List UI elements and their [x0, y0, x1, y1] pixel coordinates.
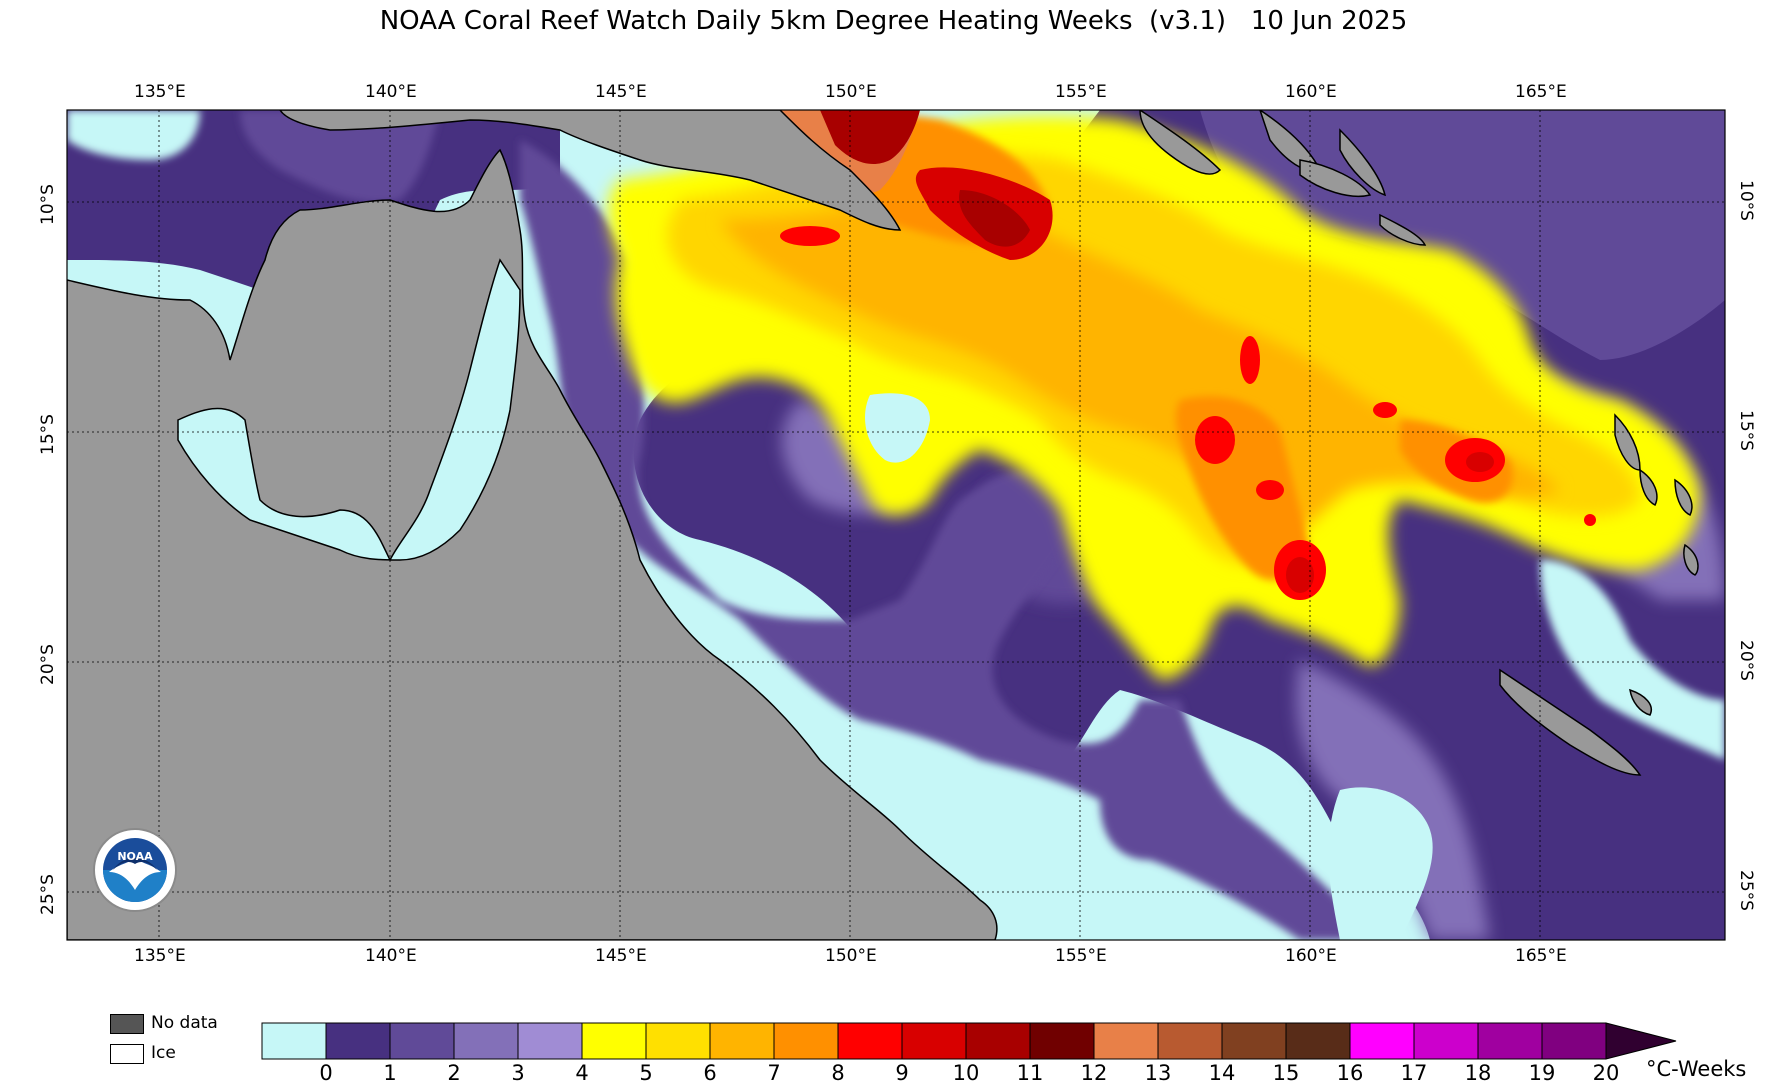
dhw-zero-pocket-south: [1328, 787, 1433, 940]
noaa-logo-icon: NOAA: [93, 828, 177, 912]
colorbar-segment: [1093, 1022, 1159, 1060]
lon-tick-bottom: 165°E: [1515, 946, 1567, 966]
colorbar-segment: [837, 1022, 903, 1060]
colorbar-segment: [965, 1022, 1031, 1060]
colorbar-segment: [1157, 1022, 1223, 1060]
map-title: NOAA Coral Reef Watch Daily 5km Degree H…: [379, 6, 1408, 36]
dhw-red-hotspots: [770, 110, 1596, 600]
colorbar-tick-label: 11: [1016, 1061, 1044, 1085]
colorbar-extend-arrow: [1605, 1022, 1677, 1060]
map-frame: [66, 109, 1726, 941]
dhw-zero-pocket-east: [1540, 560, 1725, 760]
colorbar-segment: [773, 1022, 839, 1060]
lon-tick-bottom: 140°E: [365, 946, 417, 966]
colorbar-tick-label: 12: [1080, 1061, 1108, 1085]
lat-tick-right: 25°S: [1736, 870, 1756, 911]
lon-tick-top: 165°E: [1515, 82, 1567, 102]
colorbar-segment: [709, 1022, 775, 1060]
colorbar-tick-label: 2: [447, 1061, 461, 1085]
colorbar-tick-label: 13: [1144, 1061, 1172, 1085]
colorbar-tick-label: 4: [575, 1061, 589, 1085]
lon-tick-bottom: 135°E: [134, 946, 186, 966]
colorbar-segment: [1029, 1022, 1095, 1060]
lon-tick-top: 160°E: [1285, 82, 1337, 102]
lon-tick-bottom: 155°E: [1055, 946, 1107, 966]
colorbar-segment: [453, 1022, 519, 1060]
dhw-colorbar: [261, 1022, 1677, 1060]
colorbar-tick-label: 9: [895, 1061, 909, 1085]
colorbar-segment: [517, 1022, 583, 1060]
colorbar-segment: [389, 1022, 455, 1060]
lat-tick-right: 15°S: [1736, 410, 1756, 451]
colorbar-units: °C-Weeks: [1646, 1057, 1747, 1081]
colorbar-segment: [261, 1022, 327, 1060]
colorbar-tick-label: 5: [639, 1061, 653, 1085]
colorbar-tick-label: 1: [383, 1061, 397, 1085]
colorbar-tick-label: 20: [1592, 1061, 1620, 1085]
lon-tick-top: 135°E: [134, 82, 186, 102]
lat-tick-left: 25°S: [38, 874, 58, 915]
colorbar-tick-label: 6: [703, 1061, 717, 1085]
lon-tick-bottom: 160°E: [1285, 946, 1337, 966]
lon-tick-bottom: 145°E: [595, 946, 647, 966]
no-data-swatch: [110, 1014, 144, 1034]
colorbar-tick-label: 3: [511, 1061, 525, 1085]
colorbar-tick-label: 18: [1464, 1061, 1492, 1085]
lat-tick-left: 20°S: [38, 644, 58, 685]
colorbar-tick-label: 8: [831, 1061, 845, 1085]
ice-swatch: [110, 1044, 144, 1064]
colorbar-tick-label: 19: [1528, 1061, 1556, 1085]
lat-tick-left: 15°S: [38, 414, 58, 455]
colorbar-tick-label: 14: [1208, 1061, 1236, 1085]
colorbar-tick-label: 17: [1400, 1061, 1428, 1085]
colorbar-tick-label: 0: [319, 1061, 333, 1085]
lon-tick-top: 140°E: [365, 82, 417, 102]
graticule: [67, 110, 1725, 940]
lon-tick-top: 150°E: [825, 82, 877, 102]
lat-tick-left: 10°S: [38, 184, 58, 225]
colorbar-tick-label: 10: [952, 1061, 980, 1085]
colorbar-segment: [1221, 1022, 1287, 1060]
lat-tick-right: 10°S: [1736, 180, 1756, 221]
lat-tick-right: 20°S: [1736, 640, 1756, 681]
ice-label: Ice: [151, 1043, 176, 1063]
dhw-coastal-band: [520, 140, 1380, 940]
lon-tick-top: 145°E: [595, 82, 647, 102]
land: [67, 110, 1699, 940]
colorbar-segment: [1477, 1022, 1543, 1060]
colorbar-tick-label: 7: [767, 1061, 781, 1085]
no-data-label: No data: [151, 1013, 218, 1033]
colorbar-tick-label: 16: [1336, 1061, 1364, 1085]
noaa-logo-text: NOAA: [117, 850, 153, 863]
colorbar-segment: [645, 1022, 711, 1060]
colorbar-segment: [325, 1022, 391, 1060]
lon-tick-bottom: 150°E: [825, 946, 877, 966]
colorbar-segment: [1285, 1022, 1351, 1060]
lon-tick-top: 155°E: [1055, 82, 1107, 102]
colorbar-segment: [901, 1022, 967, 1060]
colorbar-segment: [1349, 1022, 1415, 1060]
colorbar-segment: [581, 1022, 647, 1060]
dhw-zero-pocket: [865, 393, 930, 463]
colorbar-segment: [1541, 1022, 1607, 1060]
colorbar-segment: [1413, 1022, 1479, 1060]
colorbar-tick-label: 15: [1272, 1061, 1300, 1085]
